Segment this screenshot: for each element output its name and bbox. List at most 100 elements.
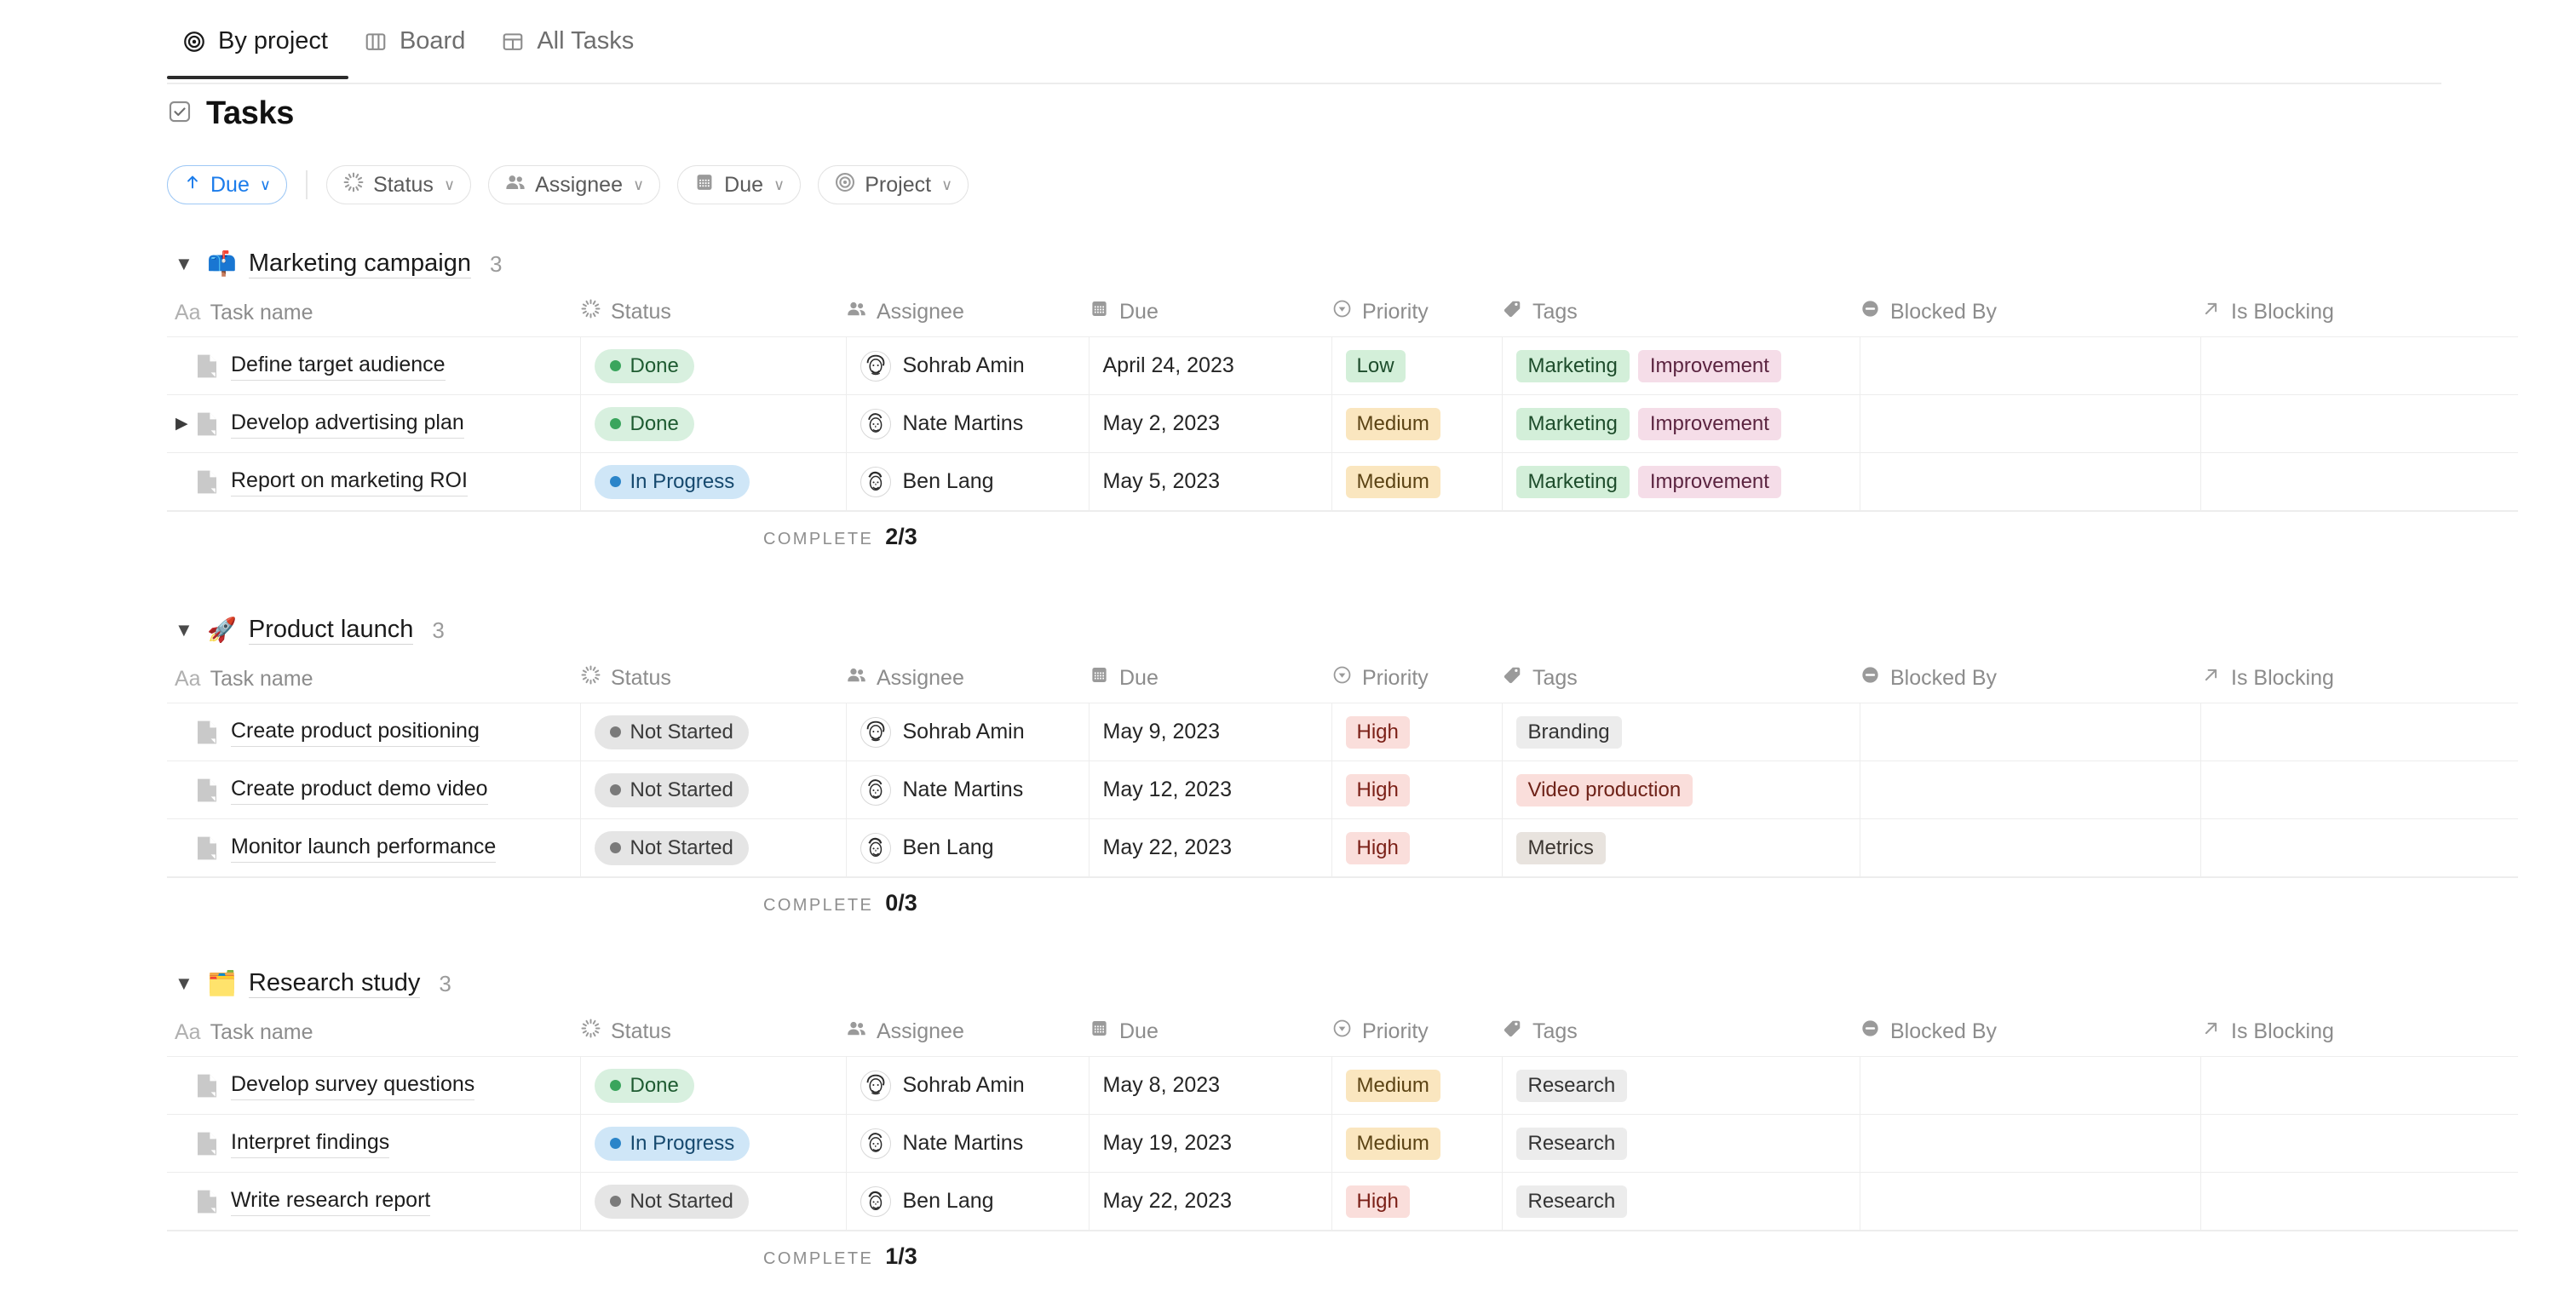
column-header-blocked-by[interactable]: Blocked By xyxy=(1860,298,2200,337)
group-title[interactable]: Marketing campaign xyxy=(248,250,472,278)
cell-priority[interactable]: High xyxy=(1331,761,1503,819)
tag-badge[interactable]: Video production xyxy=(1515,773,1693,806)
table-row[interactable]: Write research report Not Started Ben Lan… xyxy=(167,1172,2518,1231)
cell-assignee[interactable]: Ben Lang xyxy=(846,818,1090,877)
column-header-tags[interactable]: Tags xyxy=(1502,664,1860,703)
cell-tags[interactable]: Metrics xyxy=(1502,818,1860,877)
cell-assignee[interactable]: Nate Martins xyxy=(846,394,1090,453)
task-name-link[interactable]: Monitor launch performance xyxy=(231,833,497,863)
column-header-due[interactable]: Due xyxy=(1089,664,1331,703)
column-header-is-blocking[interactable]: Is Blocking xyxy=(2200,298,2518,337)
tag-badge[interactable]: Marketing xyxy=(1515,349,1630,382)
cell-blocked-by[interactable] xyxy=(1860,1056,2201,1115)
cell-tags[interactable]: Research xyxy=(1502,1114,1860,1173)
priority-badge[interactable]: Medium xyxy=(1345,465,1440,498)
cell-is-blocking[interactable] xyxy=(2200,761,2518,819)
cell-is-blocking[interactable] xyxy=(2200,452,2518,511)
cell-status[interactable]: Not Started xyxy=(580,761,847,819)
column-header-status[interactable]: Status xyxy=(580,1018,846,1057)
cell-blocked-by[interactable] xyxy=(1860,818,2201,877)
cell-blocked-by[interactable] xyxy=(1860,1114,2201,1173)
cell-blocked-by[interactable] xyxy=(1860,761,2201,819)
cell-due-date[interactable]: May 9, 2023 xyxy=(1089,703,1332,761)
group-title[interactable]: Product launch xyxy=(248,616,414,645)
cell-assignee[interactable]: Sohrab Amin xyxy=(846,703,1090,761)
column-header-tags[interactable]: Tags xyxy=(1502,298,1860,337)
task-name-link[interactable]: Develop survey questions xyxy=(231,1071,475,1100)
tag-badge[interactable]: Metrics xyxy=(1515,831,1606,864)
cell-due-date[interactable]: May 22, 2023 xyxy=(1089,1172,1332,1231)
table-row[interactable]: Report on marketing ROI In Progress Ben L… xyxy=(167,452,2518,511)
column-header-task-name[interactable]: Aa Task name xyxy=(167,1018,580,1057)
table-row[interactable]: Create product positioning Not Started So… xyxy=(167,703,2518,761)
cell-tags[interactable]: Video production xyxy=(1502,761,1860,819)
tag-badge[interactable]: Branding xyxy=(1515,715,1622,749)
cell-is-blocking[interactable] xyxy=(2200,818,2518,877)
cell-priority[interactable]: Medium xyxy=(1331,452,1503,511)
tab-by-project[interactable]: By project xyxy=(167,19,348,79)
cell-priority[interactable]: Medium xyxy=(1331,394,1503,453)
tag-badge[interactable]: Research xyxy=(1515,1069,1628,1102)
cell-blocked-by[interactable] xyxy=(1860,452,2201,511)
status-badge[interactable]: In Progress xyxy=(594,464,750,499)
row-expand-toggle[interactable]: ▶ xyxy=(175,415,188,433)
filter-pill-assignee[interactable]: Assignee ∨ xyxy=(488,165,661,204)
group-collapse-toggle[interactable]: ▼ xyxy=(175,619,193,640)
tag-badge[interactable]: Improvement xyxy=(1637,349,1781,382)
status-badge[interactable]: Not Started xyxy=(594,1184,749,1219)
column-header-task-name[interactable]: Aa Task name xyxy=(167,664,580,703)
cell-priority[interactable]: Medium xyxy=(1331,1114,1503,1173)
status-badge[interactable]: Not Started xyxy=(594,772,749,807)
cell-tags[interactable]: Branding xyxy=(1502,703,1860,761)
cell-priority[interactable]: High xyxy=(1331,1172,1503,1231)
table-row[interactable]: Create product demo video Not Started Nat… xyxy=(167,761,2518,819)
cell-tags[interactable]: Marketing Improvement xyxy=(1502,452,1860,511)
priority-badge[interactable]: High xyxy=(1345,773,1410,806)
column-header-tags[interactable]: Tags xyxy=(1502,1018,1860,1057)
priority-badge[interactable]: High xyxy=(1345,831,1410,864)
cell-blocked-by[interactable] xyxy=(1860,394,2201,453)
cell-task-name[interactable]: ▶ Develop advertising plan xyxy=(167,394,581,453)
table-row[interactable]: Develop survey questions Done Sohrab Amin… xyxy=(167,1056,2518,1115)
sort-pill-due[interactable]: Due ∨ xyxy=(167,165,288,204)
cell-assignee[interactable]: Nate Martins xyxy=(846,761,1090,819)
priority-badge[interactable]: Medium xyxy=(1345,1069,1440,1102)
status-badge[interactable]: Done xyxy=(594,406,694,441)
cell-due-date[interactable]: May 12, 2023 xyxy=(1089,761,1332,819)
cell-priority[interactable]: High xyxy=(1331,818,1503,877)
priority-badge[interactable]: Medium xyxy=(1345,407,1440,440)
cell-blocked-by[interactable] xyxy=(1860,1172,2201,1231)
column-header-priority[interactable]: Priority xyxy=(1331,664,1502,703)
cell-status[interactable]: Done xyxy=(580,394,847,453)
cell-task-name[interactable]: Develop survey questions xyxy=(167,1056,581,1115)
status-badge[interactable]: Done xyxy=(594,1068,694,1103)
cell-assignee[interactable]: Nate Martins xyxy=(846,1114,1090,1173)
group-collapse-toggle[interactable]: ▼ xyxy=(175,973,193,994)
column-header-priority[interactable]: Priority xyxy=(1331,1018,1502,1057)
column-header-task-name[interactable]: Aa Task name xyxy=(167,298,580,337)
cell-status[interactable]: In Progress xyxy=(580,452,847,511)
status-badge[interactable]: In Progress xyxy=(594,1126,750,1161)
table-row[interactable]: ▶ Develop advertising plan Done Nate Mart… xyxy=(167,394,2518,453)
cell-task-name[interactable]: Interpret findings xyxy=(167,1114,581,1173)
table-row[interactable]: Monitor launch performance Not Started Be… xyxy=(167,818,2518,877)
tag-badge[interactable]: Marketing xyxy=(1515,407,1630,440)
cell-due-date[interactable]: May 19, 2023 xyxy=(1089,1114,1332,1173)
cell-priority[interactable]: High xyxy=(1331,703,1503,761)
task-name-link[interactable]: Create product demo video xyxy=(231,775,488,805)
cell-due-date[interactable]: May 22, 2023 xyxy=(1089,818,1332,877)
task-name-link[interactable]: Develop advertising plan xyxy=(231,409,464,439)
cell-is-blocking[interactable] xyxy=(2200,1172,2518,1231)
tab-all-tasks[interactable]: All Tasks xyxy=(486,19,654,66)
column-header-assignee[interactable]: Assignee xyxy=(846,664,1089,703)
cell-task-name[interactable]: Monitor launch performance xyxy=(167,818,581,877)
status-badge[interactable]: Done xyxy=(594,348,694,383)
tag-badge[interactable]: Marketing xyxy=(1515,465,1630,498)
cell-is-blocking[interactable] xyxy=(2200,336,2518,395)
cell-status[interactable]: Done xyxy=(580,336,847,395)
cell-is-blocking[interactable] xyxy=(2200,1056,2518,1115)
status-badge[interactable]: Not Started xyxy=(594,715,749,749)
group-collapse-toggle[interactable]: ▼ xyxy=(175,253,193,274)
task-name-link[interactable]: Report on marketing ROI xyxy=(231,467,468,497)
cell-assignee[interactable]: Ben Lang xyxy=(846,452,1090,511)
